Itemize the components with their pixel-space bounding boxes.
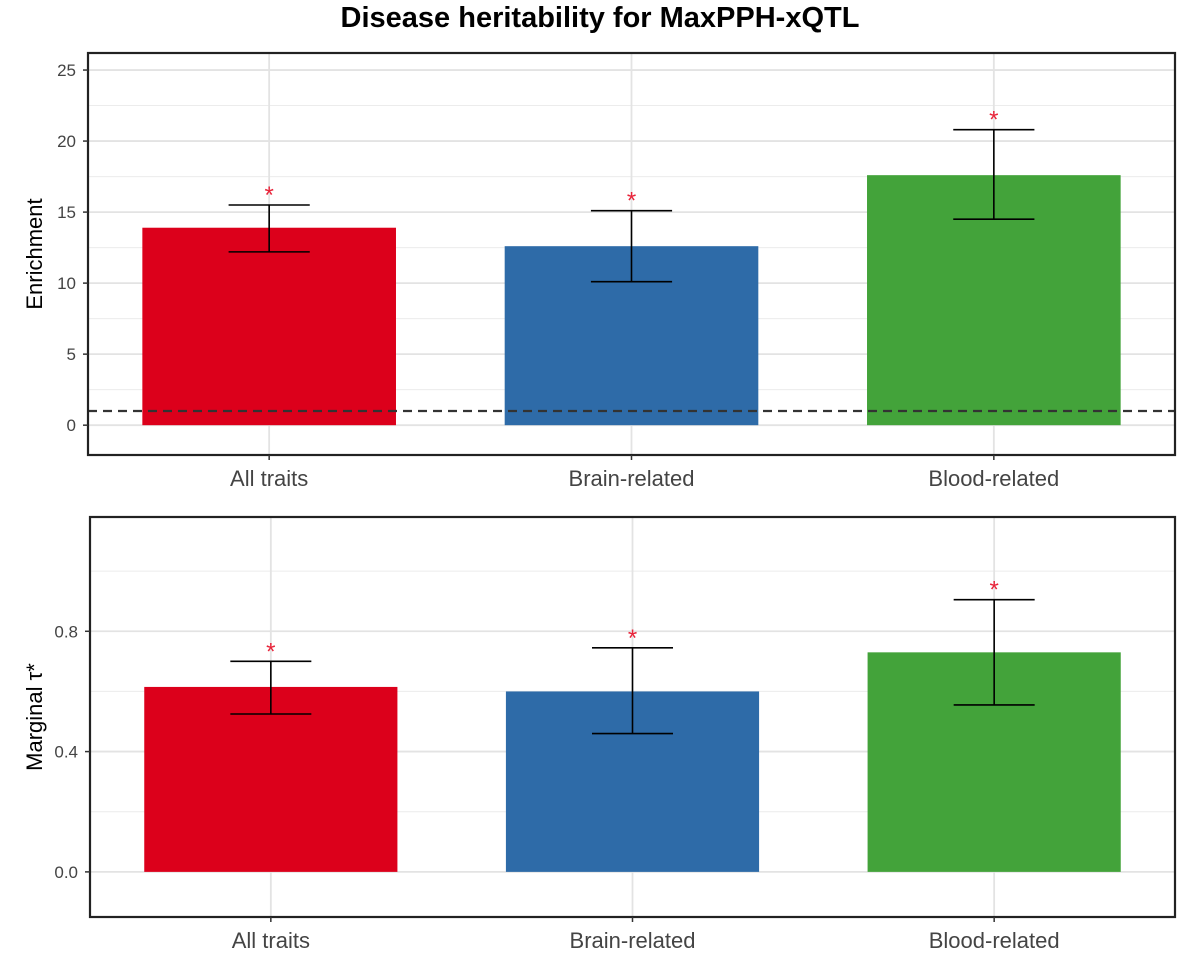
bar-all-traits: [142, 227, 396, 426]
x-tick-label-brain-related: Brain-related: [570, 928, 696, 953]
x-tick-label-brain-related: Brain-related: [569, 466, 695, 491]
enrichment-panel: * * * 0 5 10 15 20 25 All traits Brain-related Bloo…: [22, 51, 1177, 491]
y-tick-label: 20: [57, 132, 76, 151]
error-bar-blood-related: [953, 598, 1035, 706]
y-tick-label: 10: [57, 274, 76, 293]
error-bar-all-traits: [228, 204, 310, 253]
y-tick-label: 0.8: [54, 622, 78, 641]
chart-title: Disease heritability for MaxPPH-xQTL: [340, 2, 860, 34]
significance-star-brain-related: *: [627, 188, 636, 215]
marginal-tau-panel: * * * 0.0 0.4 0.8 All traits Brain-related Blood…: [22, 515, 1177, 953]
y-tick-label: 0.0: [54, 863, 78, 882]
significance-star-all-traits: *: [266, 638, 275, 665]
error-bar-all-traits: [230, 660, 312, 715]
error-bar-brain-related: [591, 647, 674, 735]
bar-all-traits: [144, 686, 398, 872]
significance-star-blood-related: *: [989, 577, 998, 604]
significance-star-blood-related: *: [989, 107, 998, 134]
significance-star-all-traits: *: [264, 182, 273, 209]
y-tick-label: 25: [57, 61, 76, 80]
x-tick-label-blood-related: Blood-related: [928, 466, 1059, 491]
y-tick-label: 0.4: [54, 743, 78, 762]
y-axis-label: Enrichment: [22, 198, 47, 309]
x-tick-label-blood-related: Blood-related: [929, 928, 1060, 953]
x-tick-label-all-traits: All traits: [230, 466, 308, 491]
significance-star-brain-related: *: [628, 625, 637, 652]
y-tick-label: 15: [57, 203, 76, 222]
y-tick-label: 5: [67, 345, 76, 364]
error-bar-brain-related: [590, 209, 673, 283]
x-tick-label-all-traits: All traits: [232, 928, 310, 953]
error-bar-blood-related: [953, 128, 1035, 220]
y-tick-label: 0: [67, 416, 76, 435]
y-axis-label: Marginal τ*: [22, 663, 47, 771]
